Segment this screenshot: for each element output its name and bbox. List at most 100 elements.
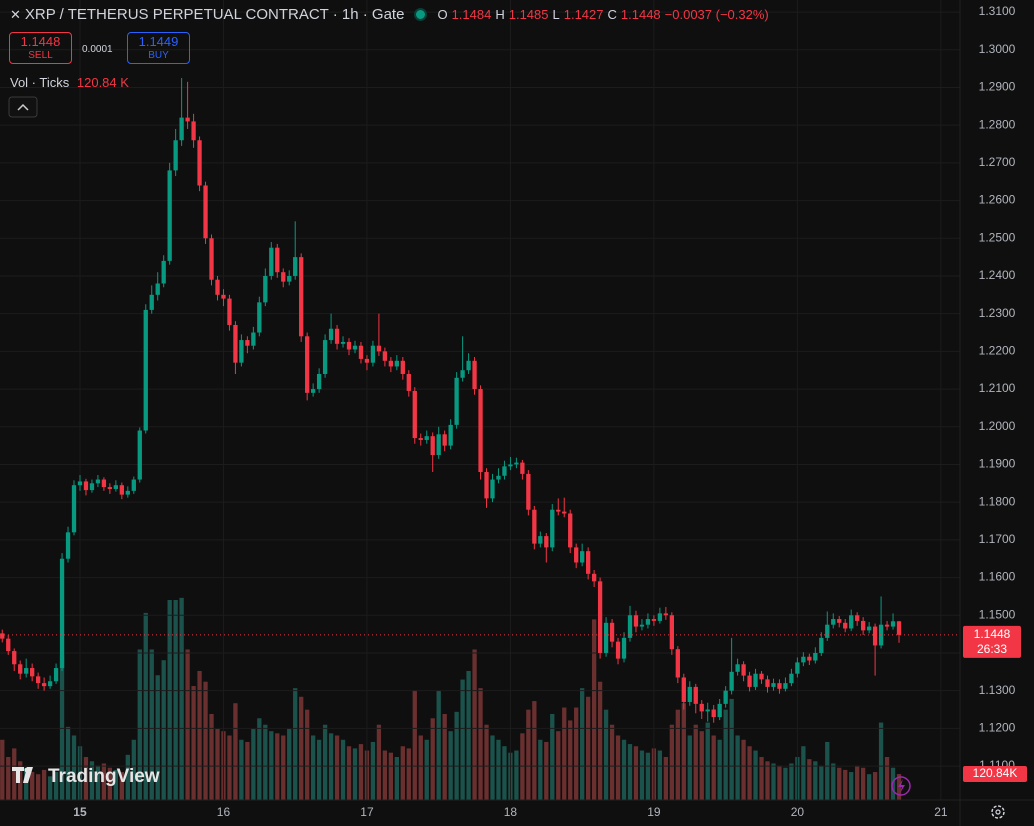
candle-body bbox=[352, 345, 358, 350]
volume-bar bbox=[633, 746, 639, 800]
volume-bar bbox=[167, 600, 172, 800]
sell-button[interactable]: 1.1448 SELL bbox=[9, 32, 72, 64]
volume-bar bbox=[580, 688, 585, 800]
volume-bar bbox=[173, 600, 178, 800]
y-tick-label: 1.2500 bbox=[979, 230, 1016, 244]
candle-body bbox=[723, 690, 728, 704]
candle-body bbox=[825, 624, 830, 638]
buy-price: 1.1449 bbox=[138, 34, 179, 49]
volume-bar bbox=[203, 681, 208, 800]
price-tag-value: 1.1448 bbox=[974, 627, 1011, 641]
candle-body bbox=[65, 532, 71, 559]
volume-bar bbox=[394, 756, 399, 800]
volume-bar bbox=[35, 774, 41, 800]
volume-bar bbox=[807, 759, 812, 800]
volume-bar bbox=[478, 688, 483, 800]
candle-body bbox=[382, 351, 388, 361]
candle-body bbox=[735, 664, 740, 672]
settings-icon[interactable] bbox=[991, 805, 1005, 819]
candle-body bbox=[675, 649, 680, 678]
candle-body bbox=[269, 247, 274, 276]
volume-bar bbox=[406, 748, 411, 800]
candle-body bbox=[275, 247, 280, 273]
scroll-up-button[interactable] bbox=[8, 96, 38, 118]
axis-layer: 1.11001.12001.13001.14001.15001.16001.17… bbox=[0, 4, 1027, 819]
volume-bar bbox=[729, 698, 734, 800]
volume-legend: Vol · Ticks 120.84 K bbox=[10, 75, 129, 90]
volume-bar bbox=[358, 744, 364, 800]
candle-body bbox=[807, 656, 812, 661]
volume-bar bbox=[227, 735, 232, 800]
status-dot bbox=[414, 8, 428, 21]
candle-body bbox=[233, 324, 238, 363]
candle-body bbox=[400, 360, 405, 374]
candle-body bbox=[185, 117, 190, 122]
volume-bar bbox=[855, 765, 860, 800]
candle-body bbox=[436, 434, 441, 456]
y-tick-label: 1.2400 bbox=[979, 268, 1016, 282]
candle-body bbox=[305, 336, 310, 393]
volume-bar bbox=[430, 718, 435, 800]
volume-bar bbox=[591, 619, 597, 800]
x-tick-label: 16 bbox=[217, 805, 231, 819]
volume-bar bbox=[717, 739, 722, 800]
candle-body bbox=[12, 651, 17, 665]
volume-bar bbox=[669, 724, 674, 800]
volume-bar bbox=[340, 739, 346, 800]
y-tick-label: 1.1500 bbox=[979, 607, 1016, 621]
volume-bar bbox=[502, 746, 507, 800]
volume-bar bbox=[759, 756, 764, 800]
volume-bar bbox=[460, 679, 465, 800]
volume-bar bbox=[711, 735, 716, 800]
candle-body bbox=[370, 345, 376, 363]
candle-body bbox=[711, 709, 716, 718]
candle-body bbox=[406, 373, 411, 391]
candle-body bbox=[263, 275, 268, 303]
candle-body bbox=[490, 479, 495, 499]
y-tick-label: 1.2700 bbox=[979, 155, 1016, 169]
volume-bar bbox=[53, 772, 59, 800]
volume-bar bbox=[0, 739, 5, 800]
volume-bar bbox=[675, 709, 680, 800]
candle-body bbox=[872, 626, 878, 646]
candle-body bbox=[322, 340, 328, 374]
candle-body bbox=[633, 615, 639, 627]
y-tick-label: 1.1600 bbox=[979, 570, 1016, 584]
y-tick-label: 1.2000 bbox=[979, 419, 1016, 433]
volume-bar bbox=[263, 724, 268, 800]
candle-body bbox=[328, 328, 334, 341]
candle-body bbox=[239, 340, 244, 363]
volume-bar bbox=[544, 741, 549, 800]
candle-body bbox=[699, 703, 704, 712]
volume-bar bbox=[412, 690, 417, 800]
candle-body bbox=[53, 668, 59, 682]
candle-body bbox=[209, 238, 214, 280]
candle-body bbox=[741, 664, 746, 676]
y-tick-label: 1.2100 bbox=[979, 381, 1016, 395]
volume-bar bbox=[310, 735, 316, 800]
candle-body bbox=[580, 551, 585, 563]
candle-body bbox=[346, 341, 352, 350]
y-tick-label: 1.1800 bbox=[979, 494, 1016, 508]
close-icon[interactable]: ✕ bbox=[10, 6, 21, 22]
candle-body bbox=[376, 345, 382, 352]
ohlc-label: O bbox=[437, 7, 448, 22]
volume-bar bbox=[466, 670, 471, 800]
price-change: −0.0037 (−0.32%) bbox=[664, 7, 769, 22]
volume-bar bbox=[352, 748, 358, 800]
volume-bar bbox=[275, 733, 280, 800]
candle-body bbox=[299, 257, 304, 337]
alert-icon[interactable] bbox=[891, 776, 911, 796]
buy-button[interactable]: 1.1449 BUY bbox=[127, 32, 190, 64]
volume-bar bbox=[191, 686, 196, 800]
volume-bar bbox=[741, 739, 746, 800]
y-tick-label: 1.1700 bbox=[979, 532, 1016, 546]
candle-body bbox=[340, 341, 346, 344]
y-tick-label: 1.2600 bbox=[979, 193, 1016, 207]
volume-bar bbox=[400, 746, 405, 800]
candle-body bbox=[759, 673, 764, 680]
candle-body bbox=[388, 360, 394, 367]
candle-body bbox=[681, 677, 686, 702]
y-tick-label: 1.1900 bbox=[979, 457, 1016, 471]
volume-bar bbox=[663, 756, 669, 800]
